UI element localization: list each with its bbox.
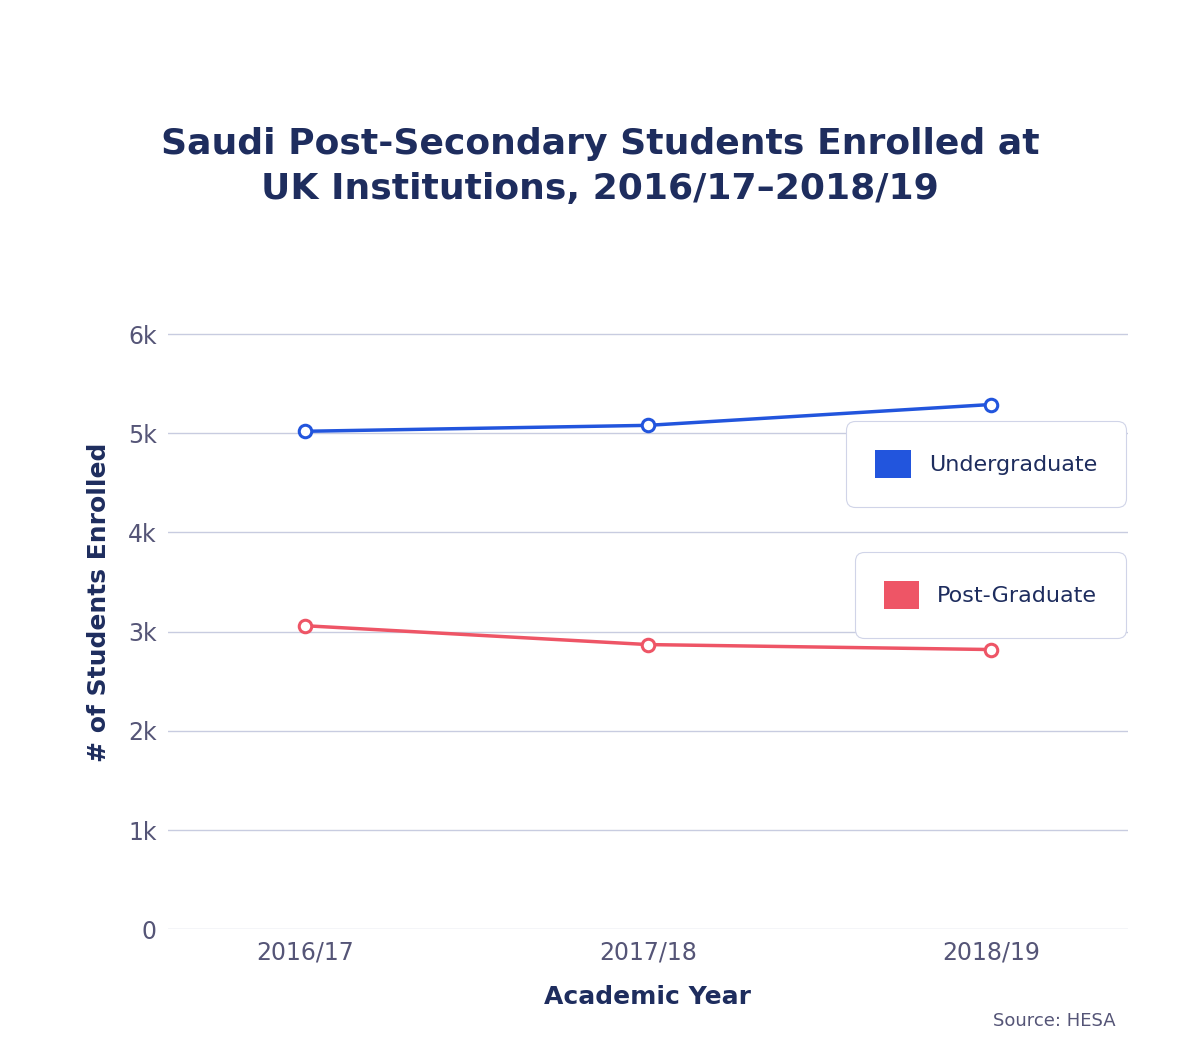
Legend: Post-Graduate: Post-Graduate	[864, 561, 1117, 629]
Text: Source: HESA: Source: HESA	[994, 1012, 1116, 1030]
X-axis label: Academic Year: Academic Year	[545, 985, 751, 1010]
Y-axis label: # of Students Enrolled: # of Students Enrolled	[88, 442, 112, 761]
Text: Saudi Post-Secondary Students Enrolled at
UK Institutions, 2016/17–2018/19: Saudi Post-Secondary Students Enrolled a…	[161, 127, 1039, 206]
